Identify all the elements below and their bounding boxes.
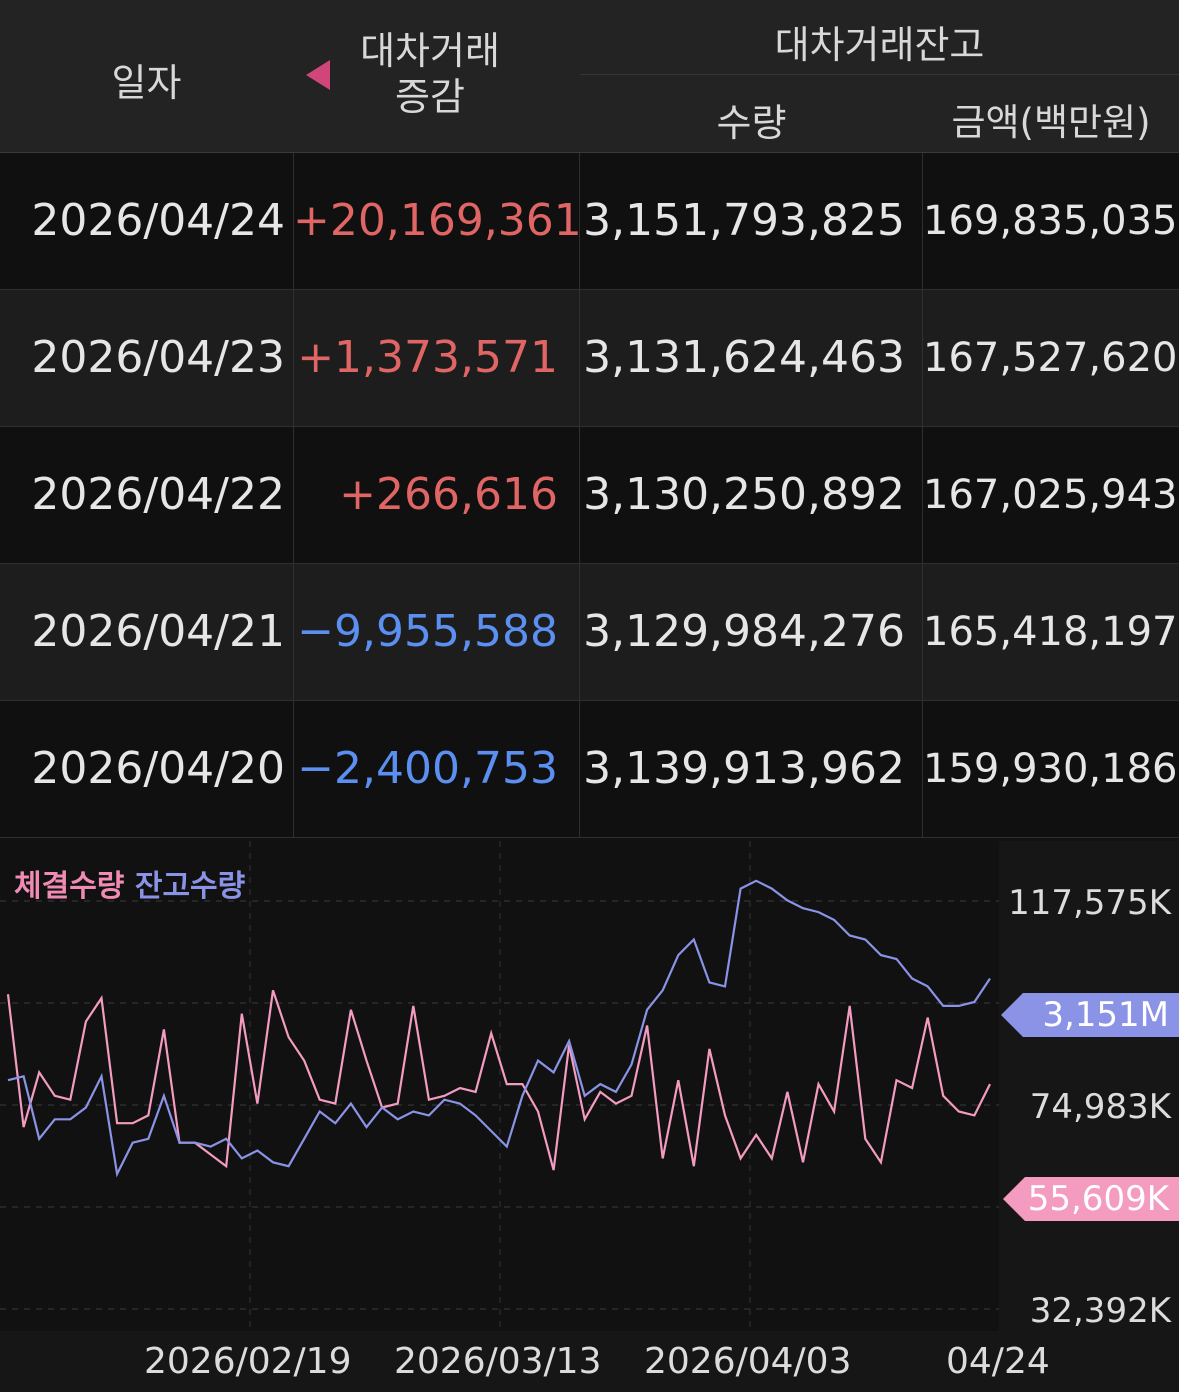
column-divider <box>922 290 923 426</box>
chart-svg <box>0 841 999 1331</box>
table-row[interactable]: 2026/04/22 +266,616 3,130,250,892 167,02… <box>0 427 1179 564</box>
row-amount: 167,527,620 <box>923 335 1178 381</box>
amount-column-header[interactable]: 금액(백만원) <box>951 101 1151 144</box>
volume-value-badge: 55,609K <box>1003 1177 1179 1221</box>
column-divider <box>293 564 294 700</box>
table-row[interactable]: 2026/04/21 −9,955,588 3,129,984,276 165,… <box>0 564 1179 701</box>
row-quantity: 3,131,624,463 <box>583 332 905 383</box>
x-tick-label: 04/24 <box>946 1341 1050 1382</box>
balance-value-badge: 3,151M <box>1001 993 1179 1037</box>
column-divider <box>579 564 580 700</box>
column-divider <box>922 701 923 837</box>
row-change: +1,373,571 <box>297 332 558 383</box>
sort-left-arrow-icon[interactable] <box>306 60 330 90</box>
row-change: +20,169,361 <box>293 195 582 246</box>
row-date: 2026/04/20 <box>31 743 285 794</box>
column-divider <box>579 427 580 563</box>
legend-volume: 체결수량 <box>14 869 125 904</box>
quantity-column-header[interactable]: 수량 <box>716 101 787 145</box>
row-quantity: 3,130,250,892 <box>583 469 905 520</box>
change-column-header[interactable]: 대차거래 증감 <box>350 28 510 120</box>
volume-balance-chart[interactable]: 체결수량 잔고수량 117,575K 74,983K 32,392K 3,151… <box>0 841 1179 1392</box>
table-row[interactable]: 2026/04/24 +20,169,361 3,151,793,825 169… <box>0 153 1179 290</box>
x-tick-label: 2026/02/19 <box>144 1341 352 1382</box>
y-tick-label: 32,392K <box>1029 1291 1171 1331</box>
table-row[interactable]: 2026/04/20 −2,400,753 3,139,913,962 159,… <box>0 701 1179 838</box>
row-date: 2026/04/24 <box>31 195 285 246</box>
table-header: 일자 대차거래 증감 대차거래잔고 수량 금액(백만원) <box>0 0 1179 153</box>
row-amount: 159,930,186 <box>923 746 1178 792</box>
y-tick-label: 74,983K <box>1029 1087 1171 1127</box>
lending-table: 2026/04/24 +20,169,361 3,151,793,825 169… <box>0 153 1179 838</box>
x-tick-label: 2026/04/03 <box>644 1341 852 1382</box>
column-divider <box>293 153 294 289</box>
row-amount: 167,025,943 <box>923 472 1178 518</box>
column-divider <box>579 153 580 289</box>
date-column-header[interactable]: 일자 <box>111 61 182 105</box>
column-divider <box>293 290 294 426</box>
column-divider <box>922 564 923 700</box>
y-tick-label: 117,575K <box>1008 883 1171 923</box>
balance-group-header: 대차거래잔고 <box>774 23 985 67</box>
header-divider <box>580 74 1179 75</box>
column-divider <box>922 153 923 289</box>
column-divider <box>293 701 294 837</box>
row-date: 2026/04/21 <box>31 606 285 657</box>
row-date: 2026/04/22 <box>31 469 285 520</box>
row-change: −2,400,753 <box>297 743 558 794</box>
x-tick-label: 2026/03/13 <box>394 1341 602 1382</box>
row-quantity: 3,151,793,825 <box>583 195 905 246</box>
column-divider <box>579 290 580 426</box>
change-header-line1: 대차거래 <box>360 29 500 73</box>
chart-legend: 체결수량 잔고수량 <box>14 861 245 905</box>
row-change: +266,616 <box>339 469 558 520</box>
table-row[interactable]: 2026/04/23 +1,373,571 3,131,624,463 167,… <box>0 290 1179 427</box>
change-header-line2: 증감 <box>395 75 465 119</box>
row-date: 2026/04/23 <box>31 332 285 383</box>
balance-line <box>7 879 991 1178</box>
row-quantity: 3,129,984,276 <box>583 606 905 657</box>
legend-balance: 잔고수량 <box>134 869 246 904</box>
volume-line <box>6 989 991 1171</box>
row-change: −9,955,588 <box>297 606 558 657</box>
row-amount: 165,418,197 <box>923 609 1178 655</box>
column-divider <box>293 427 294 563</box>
column-divider <box>579 701 580 837</box>
row-amount: 169,835,035 <box>923 198 1178 244</box>
column-divider <box>922 427 923 563</box>
row-quantity: 3,139,913,962 <box>583 743 905 794</box>
